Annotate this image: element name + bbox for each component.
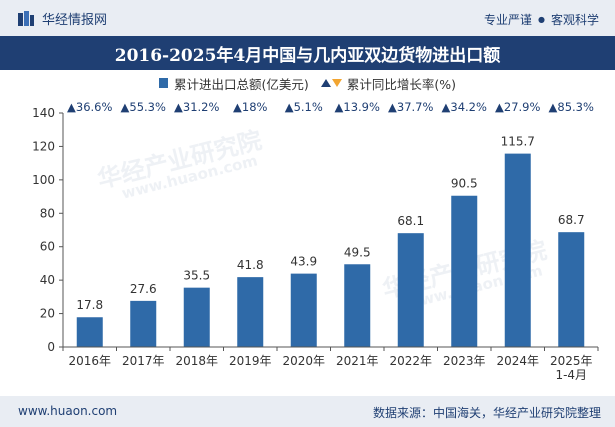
growth-rate-label: ▲85.3%	[549, 100, 594, 114]
bar-value-label: 43.9	[290, 255, 317, 269]
x-tick-label: 2022年	[389, 354, 432, 368]
growth-rate-label: ▲27.9%	[495, 100, 540, 114]
y-tick-label: 120	[32, 139, 55, 153]
legend-item-rate: 累计同比增长率(%)	[320, 74, 456, 93]
bar-value-label: 90.5	[451, 177, 478, 191]
growth-rate-label: ▲55.3%	[121, 100, 166, 114]
growth-rate-label: ▲18%	[233, 100, 267, 114]
x-tick-label: 2019年	[229, 354, 272, 368]
legend-rate-label: 累计同比增长率(%)	[346, 76, 456, 92]
bar-value-label: 115.7	[501, 135, 535, 149]
bar-value-label: 41.8	[237, 258, 264, 272]
footer: www.huaon.com 数据来源：中国海关，华经产业研究院整理	[0, 396, 615, 427]
bar-series	[76, 153, 585, 347]
y-tick-label: 80	[40, 206, 55, 220]
bar-swatch-icon	[159, 78, 169, 88]
triangle-up-icon	[320, 79, 331, 87]
y-tick-label: 100	[32, 173, 55, 187]
x-tick-label: 2021年	[336, 354, 379, 368]
x-tick-label: 1-4月	[555, 368, 587, 382]
x-tick-label: 2023年	[443, 354, 486, 368]
x-tick-label: 2016年	[68, 354, 111, 368]
bar-value-label: 35.5	[183, 269, 210, 283]
bar-value-label: 68.1	[397, 214, 424, 228]
y-tick-label: 60	[40, 240, 55, 254]
y-tick-label: 140	[32, 106, 55, 120]
brand[interactable]: 华经情报网	[18, 9, 107, 28]
bar	[558, 232, 585, 347]
slogan: 专业严谨 ● 客观科学	[484, 11, 599, 28]
slogan-dot-icon: ●	[538, 15, 545, 24]
bar	[76, 317, 103, 347]
x-tick-label: 2017年	[122, 354, 165, 368]
y-tick-label: 40	[40, 273, 55, 287]
bar	[504, 153, 531, 347]
value-labels: 17.8 27.6 35.5 41.8 43.9 49.5 68.1 90.5 115.7 68.…	[76, 135, 584, 313]
brand-name: 华经情报网	[42, 13, 108, 28]
growth-rate-label: ▲31.2%	[174, 100, 219, 114]
x-tick-label: 2018年	[175, 354, 218, 368]
bar	[183, 287, 210, 347]
chart-title: 2016-2025年4月中国与几内亚双边货物进出口额	[114, 45, 501, 66]
growth-rate-label: ▲37.7%	[388, 100, 433, 114]
y-tick-label: 0	[47, 340, 55, 354]
growth-rate-row: ▲36.6% ▲55.3% ▲31.2% ▲18% ▲5.1% ▲13.9% ▲37.7% ▲…	[67, 100, 594, 114]
slogan-left: 专业严谨	[483, 13, 532, 27]
x-tick-label: 2025年	[550, 354, 593, 368]
bar-value-label: 17.8	[76, 298, 103, 312]
bar	[130, 300, 157, 347]
bar-value-label: 27.6	[130, 282, 157, 296]
growth-rate-label: ▲34.2%	[442, 100, 487, 114]
y-tick-label: 20	[40, 307, 55, 321]
brand-logo-icon	[18, 10, 34, 27]
legend-bar-label: 累计进出口总额(亿美元)	[174, 76, 309, 92]
growth-rate-label: ▲36.6%	[67, 100, 112, 114]
growth-rate-label: ▲13.9%	[335, 100, 380, 114]
bar	[290, 273, 317, 347]
x-axis: 2016年 2017年 2018年 2019年 2020年 2021年 2022年 2023年…	[62, 346, 599, 382]
y-axis: 0 20 40 60 80 100 120 140	[32, 106, 64, 354]
slogan-right: 客观科学	[550, 13, 599, 27]
x-tick-label: 2020年	[282, 354, 325, 368]
bar	[451, 195, 478, 347]
footer-url-link[interactable]: www.huaon.com	[18, 404, 118, 418]
footer-source: 数据来源：中国海关，华经产业研究院整理	[372, 406, 601, 420]
top-bar: 华经情报网 专业严谨 ● 客观科学	[0, 0, 615, 36]
growth-rate-label: ▲5.1%	[285, 100, 323, 114]
bar-value-label: 49.5	[344, 245, 371, 259]
bar	[237, 277, 264, 347]
x-tick-label: 2024年	[496, 354, 539, 368]
legend-item-bars: 累计进出口总额(亿美元)	[159, 74, 309, 93]
triangle-down-icon	[331, 79, 342, 87]
bar-chart: ▲36.6% ▲55.3% ▲31.2% ▲18% ▲5.1% ▲13.9% ▲37.7% ▲…	[32, 100, 599, 382]
chart-legend: 累计进出口总额(亿美元) 累计同比增长率(%)	[0, 74, 615, 92]
bar-value-label: 68.7	[558, 213, 585, 227]
bar	[397, 233, 424, 347]
chart-title-bar: 2016-2025年4月中国与几内亚双边货物进出口额	[0, 36, 615, 70]
bar	[344, 264, 371, 347]
